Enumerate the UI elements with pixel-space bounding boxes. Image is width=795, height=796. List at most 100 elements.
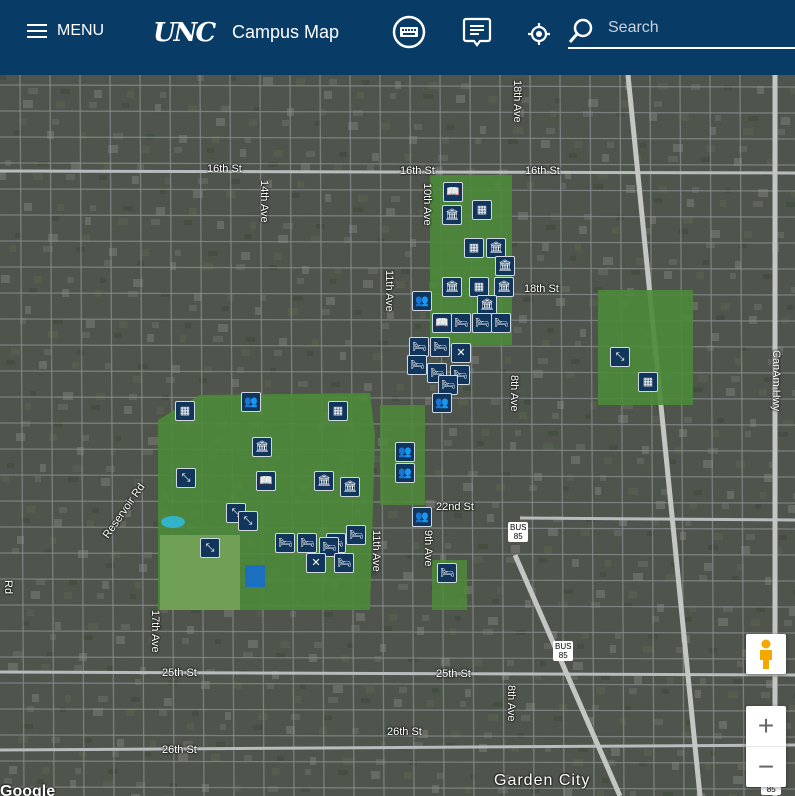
terrain-patch <box>59 507 67 513</box>
bed-marker-icon[interactable]: 🛏 <box>451 313 471 333</box>
terrain-patch <box>653 719 663 725</box>
terrain-patch <box>491 399 500 405</box>
terrain-patch <box>420 312 426 319</box>
book-marker-icon[interactable]: 📖 <box>256 471 276 491</box>
people-marker-icon[interactable]: 👥 <box>432 393 452 413</box>
bed-marker-icon[interactable]: 🛏 <box>346 525 366 545</box>
terrain-patch <box>183 741 193 747</box>
terrain-patch <box>189 305 197 311</box>
street <box>0 110 795 114</box>
bed-marker-icon[interactable]: 🛏 <box>472 313 492 333</box>
terrain-patch <box>720 200 726 207</box>
sports-marker-icon[interactable]: ⤡ <box>200 538 220 558</box>
building-marker-icon[interactable]: ▦ <box>328 401 348 421</box>
terrain-patch <box>63 392 73 400</box>
building-marker-icon[interactable]: ▦ <box>638 372 658 392</box>
people-marker-icon[interactable]: 👥 <box>395 463 415 483</box>
unc-logo[interactable]: UNC <box>153 18 216 48</box>
museum-marker-icon[interactable]: 🏛 <box>486 238 506 258</box>
terrain-patch <box>748 116 758 121</box>
bed-marker-icon[interactable]: 🛏 <box>334 553 354 573</box>
building-marker-icon[interactable]: ▦ <box>472 200 492 220</box>
terrain-patch <box>568 674 578 680</box>
search-icon[interactable] <box>568 17 594 45</box>
museum-marker-icon[interactable]: 🏛 <box>494 277 514 297</box>
terrain-patch <box>575 341 581 347</box>
terrain-patch <box>647 531 654 536</box>
museum-marker-icon[interactable]: 🏛 <box>442 277 462 297</box>
museum-marker-icon[interactable]: 🏛 <box>477 295 497 315</box>
terrain-patch <box>764 474 772 482</box>
zoom-in-button[interactable]: + <box>746 707 786 747</box>
sports-marker-icon[interactable]: ⤡ <box>238 511 258 531</box>
terrain-patch <box>783 420 793 427</box>
map-canvas[interactable]: 16th St 16th St 16th St 14th Ave 11th Ave 10t… <box>0 75 795 796</box>
menu-button[interactable]: MENU <box>27 22 104 40</box>
street <box>0 526 795 530</box>
bed-marker-icon[interactable]: 🛏 <box>430 337 450 357</box>
locate-button[interactable] <box>527 21 551 47</box>
terrain-patch <box>131 794 140 796</box>
search-box <box>568 15 795 49</box>
shield-number: 85 <box>513 532 523 541</box>
terrain-patch <box>79 750 87 757</box>
sports-marker-icon[interactable]: ⤡ <box>610 347 630 367</box>
terrain-patch <box>230 76 236 81</box>
terrain-patch <box>546 128 555 134</box>
terrain-patch <box>100 278 106 283</box>
terrain-patch <box>600 572 606 577</box>
people-marker-icon[interactable]: 👥 <box>395 442 415 462</box>
street-view-pegman[interactable] <box>746 634 786 674</box>
museum-marker-icon[interactable]: 🏛 <box>252 437 272 457</box>
terrain-patch <box>201 681 210 689</box>
feedback-button[interactable] <box>462 17 492 49</box>
bed-marker-icon[interactable]: 🛏 <box>297 533 317 553</box>
terrain-patch <box>789 705 795 712</box>
dining-marker-icon[interactable]: ✕ <box>306 553 326 573</box>
google-attribution: Google <box>0 783 56 796</box>
terrain-patch <box>573 662 583 670</box>
terrain-patch <box>424 197 432 202</box>
people-marker-icon[interactable]: 👥 <box>412 291 432 311</box>
bed-marker-icon[interactable]: 🛏 <box>437 563 457 583</box>
keyboard-button[interactable] <box>392 15 426 49</box>
bed-marker-icon[interactable]: 🛏 <box>438 375 458 395</box>
terrain-patch <box>155 104 161 112</box>
bed-marker-icon[interactable]: 🛏 <box>491 313 511 333</box>
terrain-patch <box>666 574 675 581</box>
zoom-out-button[interactable]: − <box>757 750 775 782</box>
terrain-patch <box>321 309 330 315</box>
bed-marker-icon[interactable]: 🛏 <box>409 337 429 357</box>
terrain-patch <box>164 698 172 706</box>
museum-marker-icon[interactable]: 🏛 <box>340 477 360 497</box>
building-marker-icon[interactable]: ▦ <box>464 238 484 258</box>
terrain-patch <box>456 95 465 103</box>
terrain-patch <box>633 573 643 581</box>
sports-marker-icon[interactable]: ⤡ <box>176 468 196 488</box>
dining-marker-icon[interactable]: ✕ <box>451 343 471 363</box>
terrain-patch <box>626 185 635 193</box>
terrain-patch <box>756 607 765 612</box>
museum-marker-icon[interactable]: 🏛 <box>442 205 462 225</box>
people-marker-icon[interactable]: 👥 <box>241 392 261 412</box>
terrain-patch <box>412 542 419 549</box>
people-marker-icon[interactable]: 👥 <box>412 507 432 527</box>
bed-marker-icon[interactable]: 🛏 <box>275 533 295 553</box>
terrain-patch <box>547 328 554 333</box>
bed-marker-icon[interactable]: 🛏 <box>407 355 427 375</box>
terrain-patch <box>546 225 555 230</box>
book-marker-icon[interactable]: 📖 <box>432 313 452 333</box>
bed-marker-icon[interactable]: 🛏 <box>319 537 339 557</box>
search-input[interactable] <box>608 19 788 37</box>
book-marker-icon[interactable]: 📖 <box>443 182 463 202</box>
terrain-patch <box>751 619 760 626</box>
building-marker-icon[interactable]: ▦ <box>175 401 195 421</box>
museum-marker-icon[interactable]: 🏛 <box>314 471 334 491</box>
terrain-patch <box>661 489 670 495</box>
terrain-patch <box>278 235 288 243</box>
terrain-patch <box>732 576 739 581</box>
museum-marker-icon[interactable]: 🏛 <box>495 256 515 276</box>
terrain-patch <box>423 94 433 99</box>
building-marker-icon[interactable]: ▦ <box>469 277 489 297</box>
terrain-patch <box>435 470 441 477</box>
